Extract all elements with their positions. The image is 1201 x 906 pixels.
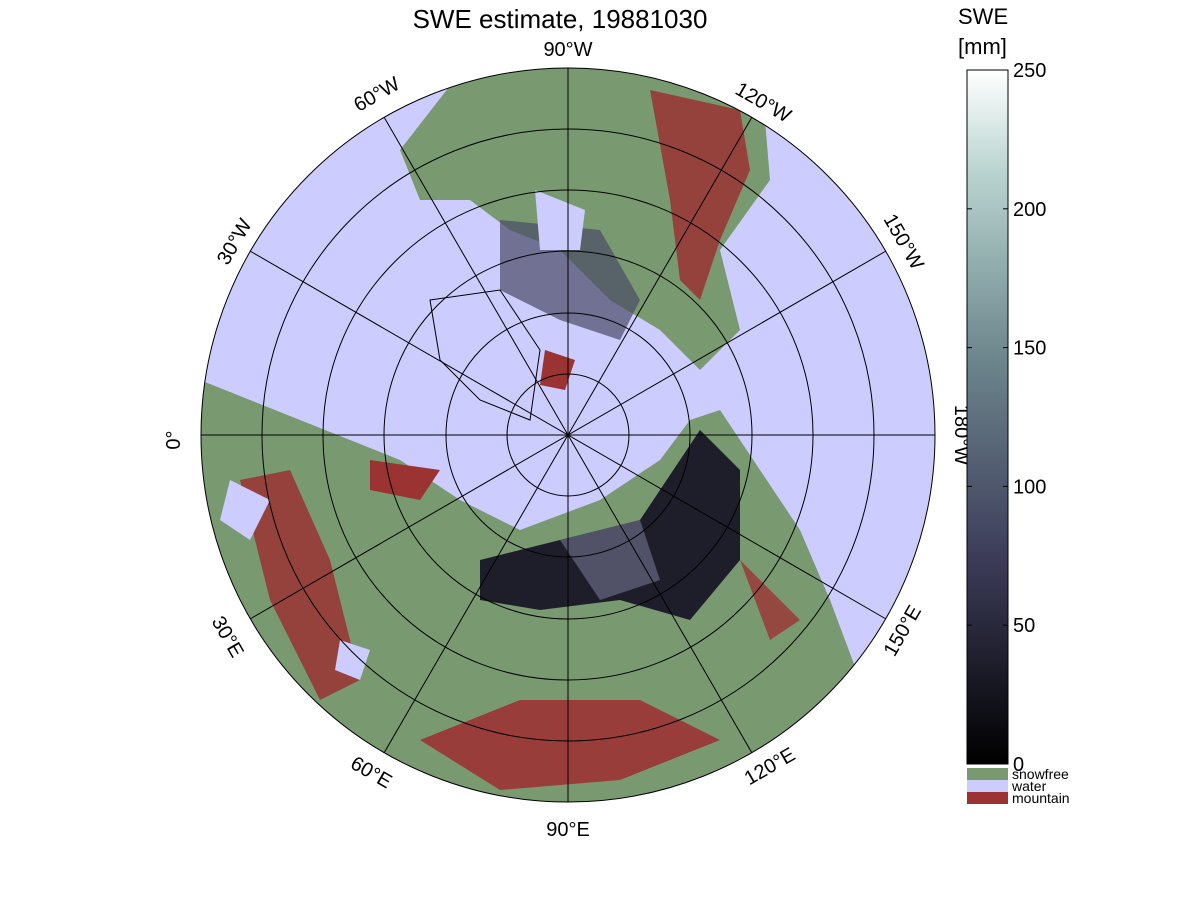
legend-label: snowfree [1012,766,1069,782]
legend-label: mountain [1012,790,1070,806]
colorbar-ticks: 0 50 100 150 200 250 [967,60,1046,776]
colorbar-tick-label: 250 [1013,60,1046,82]
legend-swatch [967,780,1008,792]
lon-label: 90°W [543,39,592,61]
colorbar [966,69,1009,765]
map-disc [201,68,935,802]
colorbar-tick-label: 50 [1013,615,1035,637]
lon-label: 60°W [350,73,404,117]
lon-label: 60°E [347,752,396,793]
map-frame [200,67,936,803]
title: SWE estimate, 19881030 [413,4,708,34]
colorbar-tick-label: 200 [1013,199,1046,221]
colorbar-tick-label: 0 [1013,754,1024,776]
legend-label: water [1011,778,1047,794]
lon-label: 0° [163,430,185,449]
legend-swatch [967,768,1008,780]
legend-swatch [967,792,1008,804]
lon-label: 30°E [207,613,248,662]
lon-label: 90°E [546,819,590,841]
colorbar-tick-label: 150 [1013,338,1046,360]
colorbar-title: SWE [958,4,1008,29]
colorbar-title: [mm] [958,34,1007,59]
colorbar-tick-label: 100 [1013,476,1046,498]
